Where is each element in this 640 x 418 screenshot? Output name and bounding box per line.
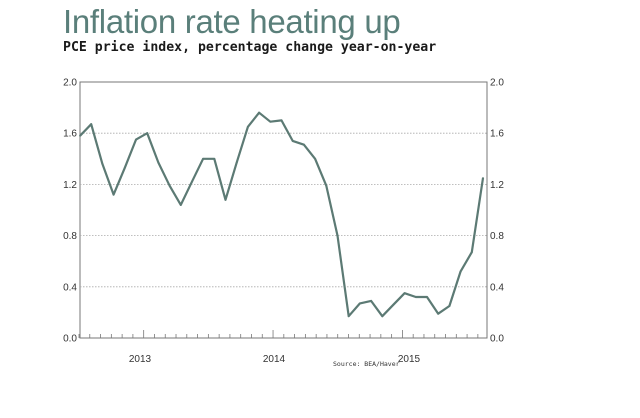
data-point-22 [325, 184, 328, 187]
y-tick-label-left: 1.6 [63, 129, 77, 140]
series-line [79, 111, 485, 318]
data-point-12 [213, 157, 216, 160]
data-point-21 [314, 157, 316, 160]
chart-title: Inflation rate heating up [63, 3, 401, 40]
data-point-26 [370, 300, 372, 302]
y-tick-label-right: 0.8 [490, 231, 504, 242]
data-point-13 [224, 198, 227, 201]
y-tick-label-left: 2.0 [63, 78, 77, 89]
data-point-29 [403, 292, 406, 295]
data-point-30 [414, 296, 417, 298]
data-point-2 [101, 163, 104, 165]
data-point-16 [258, 111, 260, 114]
y-tick-label-left: 1.2 [63, 180, 77, 191]
y-tick-label-left: 0.4 [63, 282, 77, 293]
data-point-8 [168, 184, 171, 187]
data-point-1 [90, 123, 93, 126]
data-point-17 [269, 120, 272, 123]
data-point-14 [235, 161, 238, 164]
axis-labels: 0.0 0.0 0.4 0.4 0.8 0.8 1.2 1.2 1.6 1.6 2.0 2.0 2013… [63, 78, 504, 366]
plot-frame [79, 81, 488, 339]
data-point-25 [359, 302, 361, 305]
data-point-36 [482, 177, 484, 179]
data-point-35 [470, 251, 473, 254]
data-point-11 [202, 157, 205, 160]
data-point-32 [437, 312, 440, 315]
data-point-10 [191, 180, 193, 183]
data-point-3 [112, 193, 115, 196]
data-point-24 [347, 315, 350, 318]
data-point-18 [280, 119, 283, 122]
data-point-0 [79, 134, 81, 137]
data-point-9 [179, 204, 182, 206]
data-point-27 [381, 315, 384, 318]
data-point-20 [303, 143, 305, 146]
data-point-5 [135, 138, 137, 141]
y-tick-label-right: 0.4 [490, 282, 504, 293]
data-point-19 [291, 140, 294, 142]
data-point-7 [157, 161, 160, 164]
x-tick-label-2015: 2015 [398, 354, 421, 365]
data-point-15 [247, 125, 249, 128]
y-tick-label-left: 0.8 [63, 231, 77, 242]
x-tick-label-2014: 2014 [263, 354, 286, 365]
y-tick-label-right: 1.2 [490, 180, 504, 191]
data-point-4 [123, 166, 126, 169]
y-tick-label-right: 1.6 [490, 129, 504, 140]
data-point-28 [392, 303, 395, 306]
axis-ticks [78, 330, 479, 338]
chart-subtitle: PCE price index, percentage change year-… [63, 40, 437, 55]
series-layer [79, 111, 485, 318]
y-tick-label-right: 2.0 [490, 78, 504, 89]
x-tick-label-2013: 2013 [129, 354, 152, 365]
grid-lines [80, 132, 487, 288]
data-point-6 [146, 132, 149, 135]
y-tick-label-right: 0.0 [490, 334, 504, 345]
y-tick-label-left: 0.0 [63, 334, 77, 345]
data-point-34 [459, 270, 462, 273]
data-point-33 [448, 305, 451, 307]
data-point-31 [426, 296, 428, 298]
data-point-23 [336, 234, 339, 237]
source-note: Source: BEA/Haver [333, 360, 400, 368]
